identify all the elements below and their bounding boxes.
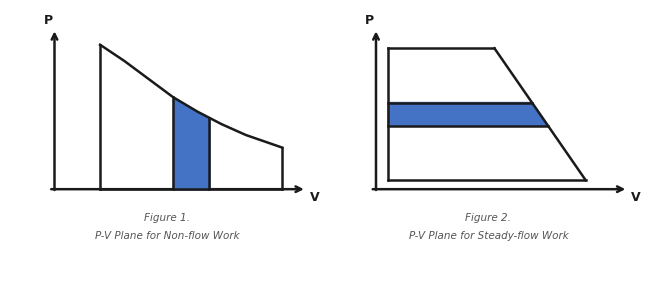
Text: Figure 2.: Figure 2. bbox=[465, 213, 511, 223]
Text: P-V Plane for Non-flow Work: P-V Plane for Non-flow Work bbox=[95, 231, 240, 241]
Text: Figure 1.: Figure 1. bbox=[144, 213, 190, 223]
Text: V: V bbox=[631, 191, 641, 204]
Polygon shape bbox=[388, 102, 548, 126]
Text: P-V Plane for Steady-flow Work: P-V Plane for Steady-flow Work bbox=[409, 231, 569, 241]
Text: P: P bbox=[44, 14, 53, 27]
Text: P: P bbox=[365, 14, 374, 27]
Text: V: V bbox=[310, 191, 319, 204]
